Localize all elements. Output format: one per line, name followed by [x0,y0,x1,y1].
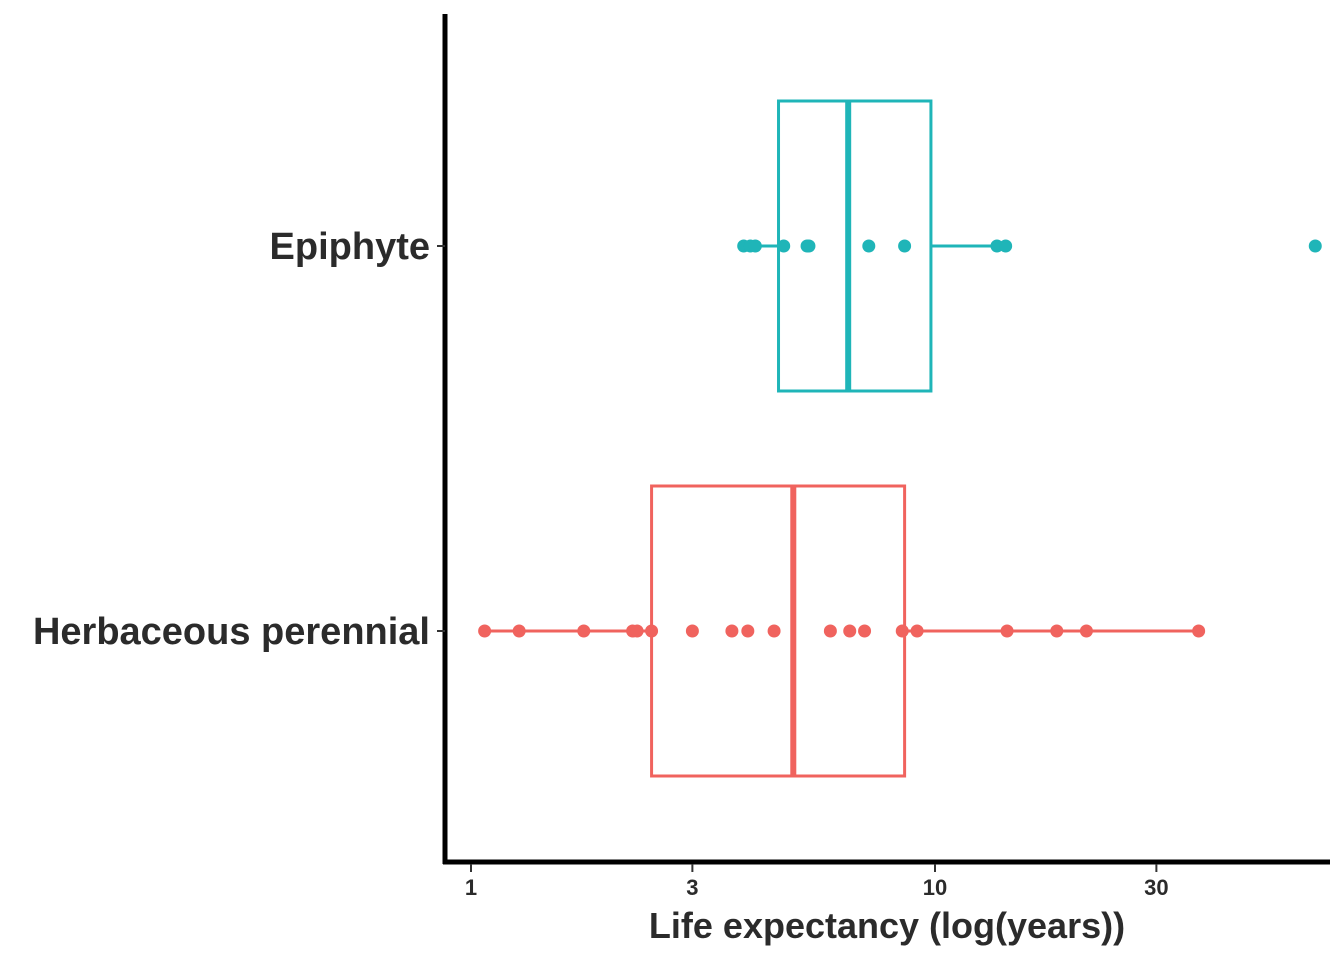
data-point [1050,624,1064,638]
data-point [1000,624,1014,638]
data-point [858,624,872,638]
data-point [577,624,591,638]
data-point [895,624,909,638]
series-herbaceous-perennial [478,484,1206,778]
x-tick-label: 1 [465,875,477,900]
data-point [823,624,837,638]
data-point [802,239,816,253]
data-point [843,624,857,638]
category-labels: Epiphyte Herbaceous perennial [33,226,445,653]
x-axis-title: Life expectancy (log(years)) [649,905,1125,946]
data-point [741,624,755,638]
data-point [1079,624,1093,638]
category-label: Epiphyte [270,226,430,268]
data-point [630,624,644,638]
x-tick-label: 10 [923,875,947,900]
data-point [748,239,762,253]
data-point [999,239,1013,253]
series-epiphyte [737,99,1322,393]
data-point [767,624,781,638]
data-point [1308,239,1322,253]
plot-area [478,99,1322,778]
data-point [645,624,659,638]
data-point [725,624,739,638]
x-tick-label: 30 [1144,875,1168,900]
data-point [777,239,791,253]
data-point [898,239,912,253]
data-point [512,624,526,638]
data-point [862,239,876,253]
axes [442,14,1330,865]
category-label: Herbaceous perennial [33,611,430,653]
x-axis-ticks: 1 3 10 30 [465,864,1169,900]
data-point [1192,624,1206,638]
data-point [910,624,924,638]
x-tick-label: 3 [686,875,698,900]
data-point [478,624,492,638]
data-point [685,624,699,638]
